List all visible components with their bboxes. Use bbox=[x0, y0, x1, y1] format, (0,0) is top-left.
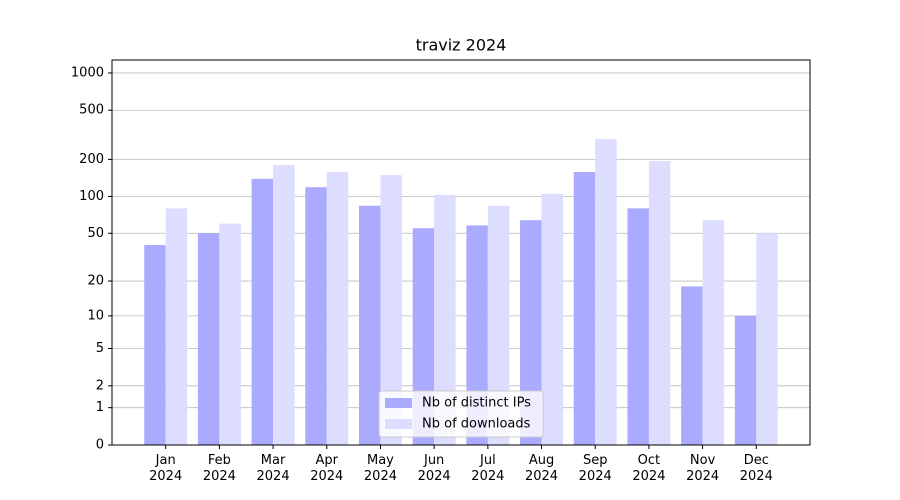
bar bbox=[434, 194, 456, 445]
bar bbox=[273, 165, 295, 445]
x-tick-label: Apr 2024 bbox=[310, 453, 344, 484]
legend-swatch bbox=[385, 398, 412, 408]
y-tick-label: 100 bbox=[79, 189, 104, 204]
chart-title: traviz 2024 bbox=[416, 36, 507, 55]
x-tick-label: Aug 2024 bbox=[524, 453, 559, 484]
x-tick-label: Dec 2024 bbox=[739, 453, 773, 484]
x-tick-label: Nov 2024 bbox=[686, 453, 720, 484]
x-tick-label: Jan 2024 bbox=[149, 453, 183, 484]
x-tick-label: May 2024 bbox=[363, 453, 397, 484]
y-tick-label: 20 bbox=[87, 274, 104, 289]
legend-label: Nb of distinct IPs bbox=[422, 396, 531, 411]
x-tick-label: Mar 2024 bbox=[256, 453, 290, 484]
x-tick-label: Oct 2024 bbox=[632, 453, 666, 484]
bar bbox=[756, 233, 778, 445]
legend-label: Nb of downloads bbox=[422, 417, 531, 432]
bar bbox=[734, 315, 757, 445]
y-tick-label: 10 bbox=[87, 308, 104, 323]
bar bbox=[595, 138, 617, 445]
bar bbox=[326, 172, 349, 445]
bar bbox=[165, 208, 188, 445]
bar bbox=[702, 220, 725, 445]
y-tick-label: 500 bbox=[79, 103, 104, 118]
bar bbox=[219, 223, 241, 445]
x-tick-label: Feb 2024 bbox=[202, 453, 236, 484]
y-tick-label: 200 bbox=[79, 152, 104, 167]
bar bbox=[541, 193, 564, 445]
x-tick-label: Sep 2024 bbox=[578, 453, 612, 484]
bar bbox=[251, 178, 274, 445]
bar bbox=[648, 161, 671, 445]
y-tick-label: 1 bbox=[96, 400, 104, 415]
bar bbox=[380, 175, 402, 445]
bar bbox=[358, 205, 381, 445]
bar bbox=[627, 208, 649, 445]
legend: Nb of distinct IPs Nb of downloads bbox=[378, 390, 544, 438]
bar bbox=[144, 245, 166, 445]
bar bbox=[520, 220, 542, 445]
bar bbox=[487, 205, 510, 445]
y-tick-label: 50 bbox=[87, 226, 104, 241]
legend-swatch bbox=[385, 419, 412, 429]
y-tick-label: 2 bbox=[96, 378, 104, 393]
bar bbox=[681, 286, 703, 445]
bar bbox=[197, 233, 220, 445]
plot-frame bbox=[111, 59, 811, 446]
x-tick-label: Jul 2024 bbox=[471, 453, 505, 484]
legend-box bbox=[378, 390, 544, 438]
y-tick-label: 1000 bbox=[71, 65, 104, 80]
bar bbox=[573, 172, 596, 445]
x-tick-label: Jun 2024 bbox=[417, 453, 451, 484]
bar bbox=[305, 187, 327, 445]
y-tick-label: 0 bbox=[96, 438, 104, 453]
bar bbox=[466, 225, 488, 445]
y-tick-label: 5 bbox=[96, 341, 104, 356]
